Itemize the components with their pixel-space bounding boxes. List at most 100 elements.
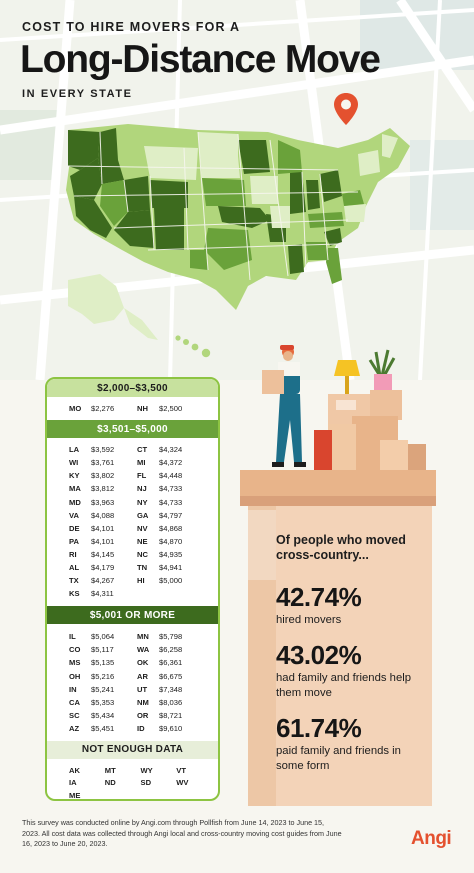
state-cost: $5,000	[159, 576, 183, 586]
state-code: NJ	[137, 484, 147, 494]
stat-description: hired movers	[276, 614, 342, 626]
table-row: IN $5,241 UT $7,348	[53, 683, 212, 696]
table-row: MO $2,276 NH $2,500	[53, 402, 212, 415]
state-code: MI	[137, 458, 146, 468]
table-row: MS $5,135 OK $6,361	[53, 656, 212, 669]
table-row: IA ND SD WV	[53, 776, 212, 789]
state-code: SC	[69, 710, 80, 720]
state-cost: $6,258	[159, 645, 183, 655]
state-cost: $5,117	[91, 645, 114, 655]
state-cost: $7,348	[159, 684, 183, 694]
state-code: KS	[69, 589, 80, 599]
mover-person-icon	[262, 345, 306, 467]
table-row: IL $5,064 MN $5,798	[53, 630, 212, 643]
location-pin-icon	[334, 93, 358, 125]
table-row: ME	[53, 789, 212, 800]
state-cost: $4,868	[159, 523, 183, 533]
state-cost: $6,675	[159, 671, 183, 681]
state-cost: $4,448	[159, 471, 183, 481]
state-cost: $4,935	[159, 549, 183, 559]
state-code: VT	[176, 765, 186, 775]
us-choropleth-map	[66, 124, 410, 358]
table-row: CA $5,353 NM $8,036	[53, 696, 212, 709]
stat-description: had family and friends help them move	[276, 672, 412, 699]
tier-3-header: $5,001 OR MORE	[47, 606, 218, 625]
state-code: IL	[69, 632, 76, 642]
state-code: AK	[69, 765, 80, 775]
state-code: MA	[69, 484, 81, 494]
state-code: RI	[69, 549, 77, 559]
stat-panel: 42.74% hired movers 43.02% had family an…	[276, 582, 426, 786]
state-cost: $4,145	[91, 549, 115, 559]
state-cost: $4,797	[159, 510, 183, 520]
tier-2-list: LA $3,592 CT $4,324 WI $3,761 MI $4,372 KY $3,8…	[47, 438, 218, 606]
state-code: MS	[69, 658, 81, 668]
state-cost: $3,761	[91, 458, 115, 468]
state-code: NV	[137, 523, 148, 533]
state-cost: $5,216	[91, 671, 115, 681]
state-cost: $4,311	[91, 589, 114, 599]
state-cost: $4,267	[91, 576, 115, 586]
state-code: AR	[137, 671, 148, 681]
state-cost: $4,733	[159, 497, 183, 507]
state-code: CA	[69, 697, 80, 707]
table-row: AZ $5,451 ID $9,610	[53, 722, 212, 735]
state-code: GA	[137, 510, 149, 520]
tier-3-list: IL $5,064 MN $5,798 CO $5,117 WA $6,258 MS $5,1…	[47, 624, 218, 741]
tier-2-header: $3,501–$5,000	[47, 420, 218, 439]
state-code: TN	[137, 562, 148, 572]
state-code: ME	[69, 790, 81, 800]
state-code: KY	[69, 471, 80, 481]
state-code: CO	[69, 645, 81, 655]
state-code: OK	[137, 658, 149, 668]
table-row: CO $5,117 WA $6,258	[53, 643, 212, 656]
state-code: NY	[137, 497, 148, 507]
state-cost: $8,036	[159, 697, 183, 707]
state-code: FL	[137, 471, 147, 481]
state-code: MD	[69, 497, 81, 507]
state-cost: $5,064	[91, 632, 115, 642]
state-code: CT	[137, 445, 148, 455]
state-cost: $4,372	[159, 458, 183, 468]
state-code: SD	[140, 778, 152, 788]
table-row: AL $4,179 TN $4,941	[53, 561, 212, 574]
state-cost: $5,798	[159, 632, 183, 642]
state-code: IN	[69, 684, 77, 694]
angi-logo: Angi	[411, 828, 452, 849]
state-code: AL	[69, 562, 80, 572]
state-cost: $4,101	[91, 536, 115, 546]
table-row: SC $5,434 OR $8,721	[53, 709, 212, 722]
stat-description: paid family and friends in some form	[276, 745, 401, 772]
table-row: LA $3,592 CT $4,324	[53, 443, 212, 456]
state-code: VA	[69, 510, 79, 520]
table-row: MD $3,963 NY $4,733	[53, 495, 212, 508]
state-cost: $5,451	[91, 723, 115, 733]
page-title: Long-Distance Move	[20, 38, 381, 81]
street-map-background	[0, 0, 474, 380]
state-code: WV	[176, 778, 189, 788]
state-code: WI	[69, 458, 79, 468]
state-code: IA	[69, 778, 77, 788]
table-row: RI $4,145 NC $4,935	[53, 548, 212, 561]
state-cost: $4,324	[159, 445, 183, 455]
box-icon	[240, 470, 436, 806]
state-cost: $3,812	[91, 484, 115, 494]
state-code: NE	[137, 536, 148, 546]
state-code: WA	[137, 645, 150, 655]
state-code: NM	[137, 697, 149, 707]
state-cost: $3,592	[91, 445, 115, 455]
plant-icon	[368, 349, 396, 390]
state-cost: $4,733	[159, 484, 183, 494]
state-code: MN	[137, 632, 149, 642]
state-code: OH	[69, 671, 81, 681]
tier-1-list: MO $2,276 NH $2,500	[47, 397, 218, 420]
state-cost: $5,434	[91, 710, 115, 720]
tier-1-header: $2,000–$3,500	[47, 379, 218, 397]
stat-percent: 61.74%	[276, 713, 362, 743]
state-code: TX	[69, 576, 79, 586]
state-cost: $4,179	[91, 562, 115, 572]
state-code: MT	[104, 765, 116, 775]
table-row: VA $4,088 GA $4,797	[53, 509, 212, 522]
stat-percent: 43.02%	[276, 640, 362, 670]
no-data-list: AK MT WY VT IA ND SD WV ME	[47, 759, 218, 800]
